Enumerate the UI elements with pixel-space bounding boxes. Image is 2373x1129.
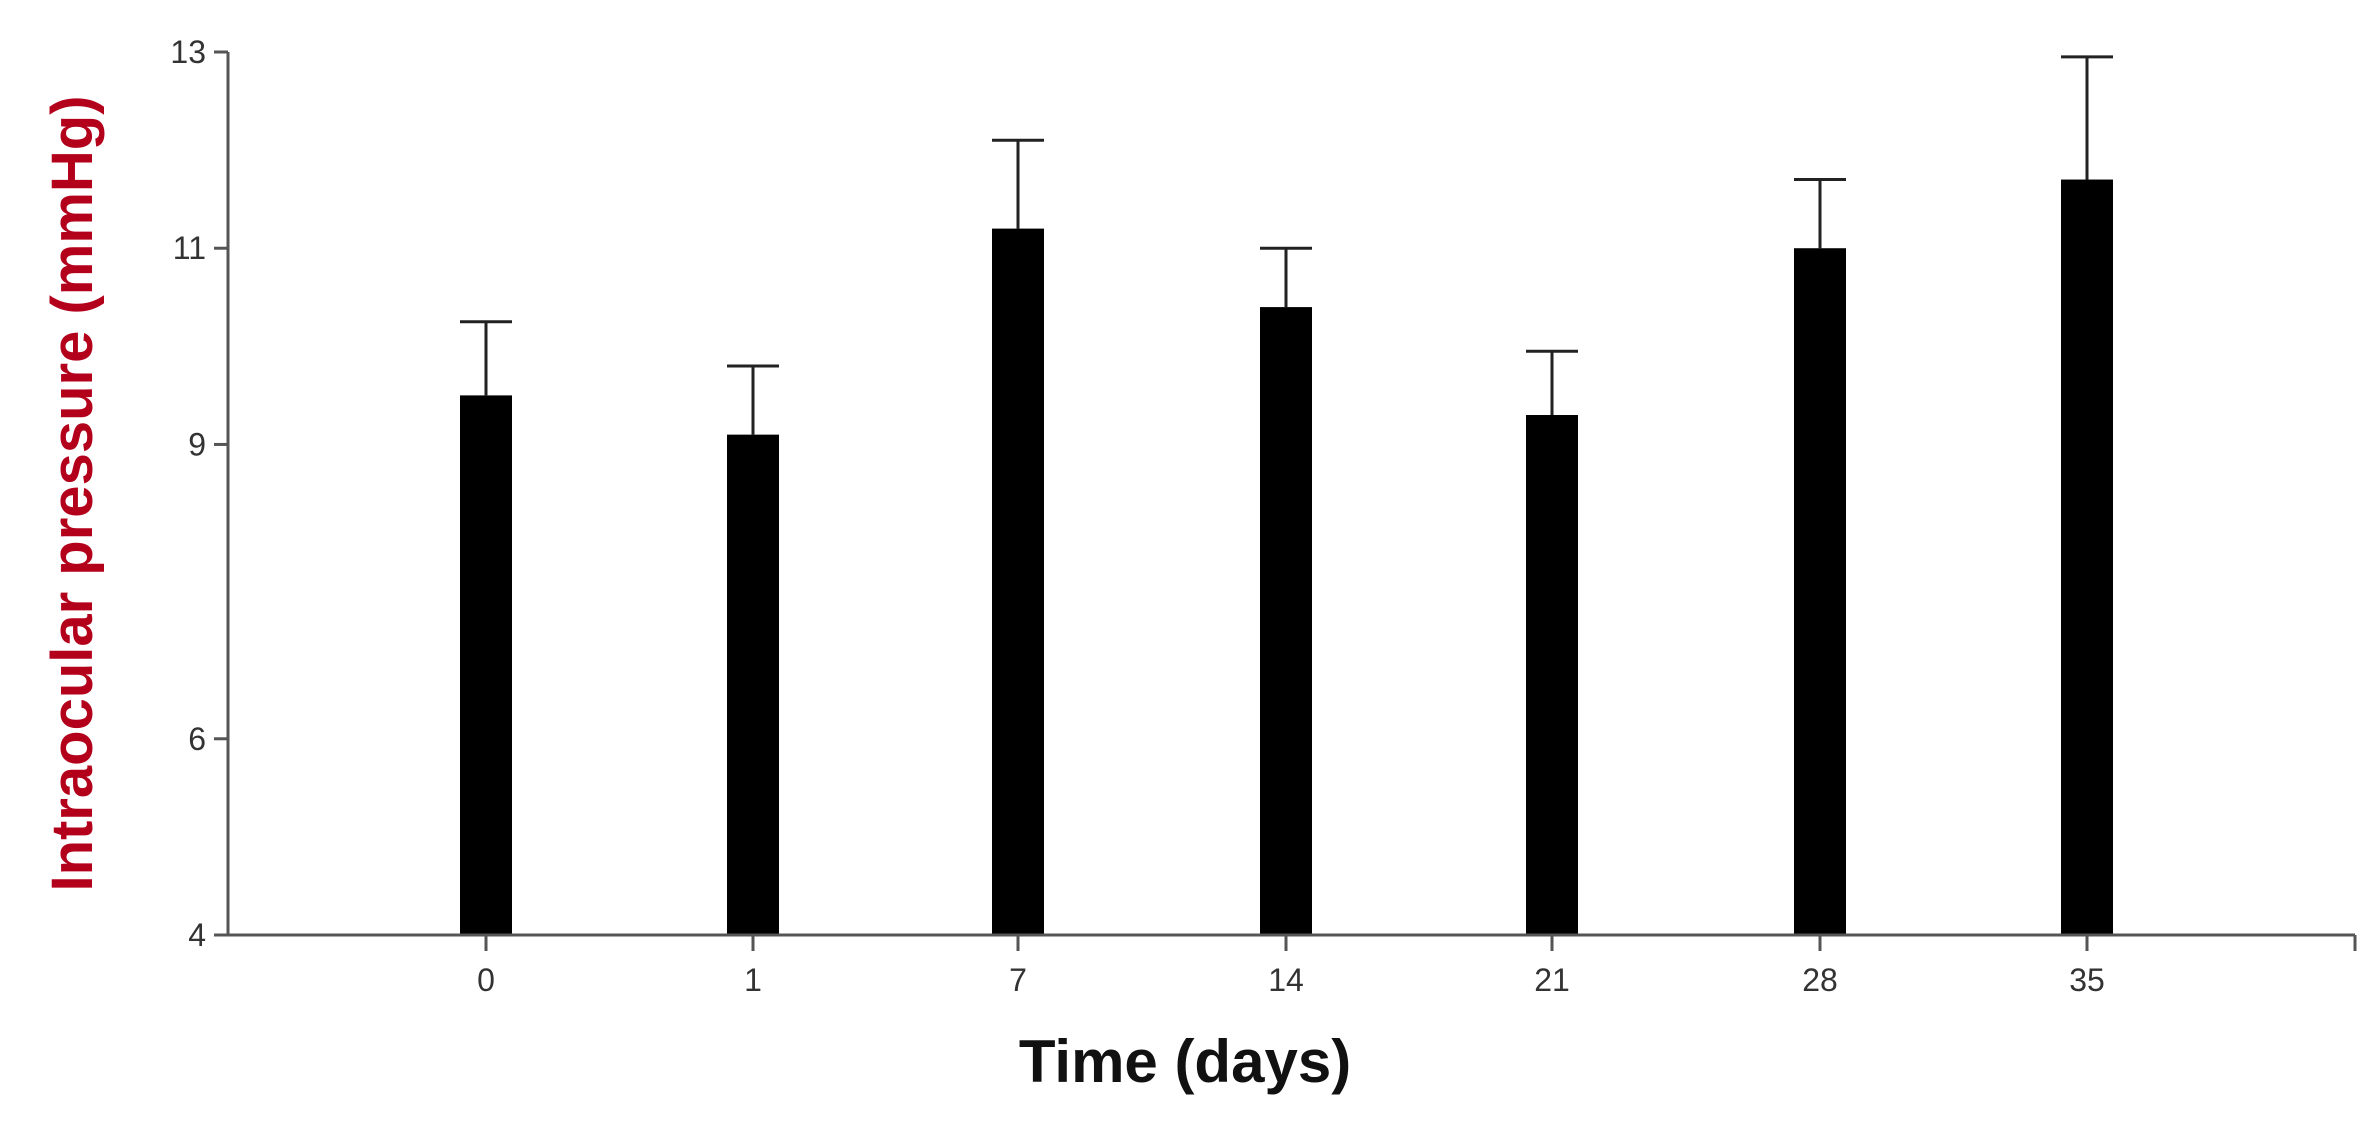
x-tick-label: 0 — [477, 962, 495, 998]
bar — [2061, 179, 2113, 936]
bar — [460, 395, 512, 935]
x-tick-label: 21 — [1534, 962, 1570, 998]
x-tick-label: 7 — [1009, 962, 1027, 998]
y-tick-label: 4 — [188, 917, 206, 953]
x-tick-label: 28 — [1802, 962, 1838, 998]
axes: 4 6 9 11 13 0 1 7 14 21 28 35 — [170, 34, 2357, 998]
y-tick-label: 13 — [170, 34, 206, 70]
x-tick-label: 35 — [2069, 962, 2105, 998]
y-tick-label: 9 — [188, 426, 206, 462]
y-tick-label: 11 — [173, 230, 206, 266]
bar — [1260, 307, 1312, 936]
y-axis-title: Intraocular pressure (mmHg) — [40, 95, 105, 891]
bar — [1794, 248, 1846, 935]
y-tick-label: 6 — [188, 721, 206, 757]
x-tick-label: 14 — [1268, 962, 1304, 998]
bar — [727, 434, 779, 935]
bar — [1526, 415, 1578, 935]
plot-area — [460, 55, 2113, 936]
x-axis-title: Time (days) — [1019, 1028, 1351, 1095]
bar — [992, 228, 1044, 936]
x-tick-label: 1 — [744, 962, 762, 998]
